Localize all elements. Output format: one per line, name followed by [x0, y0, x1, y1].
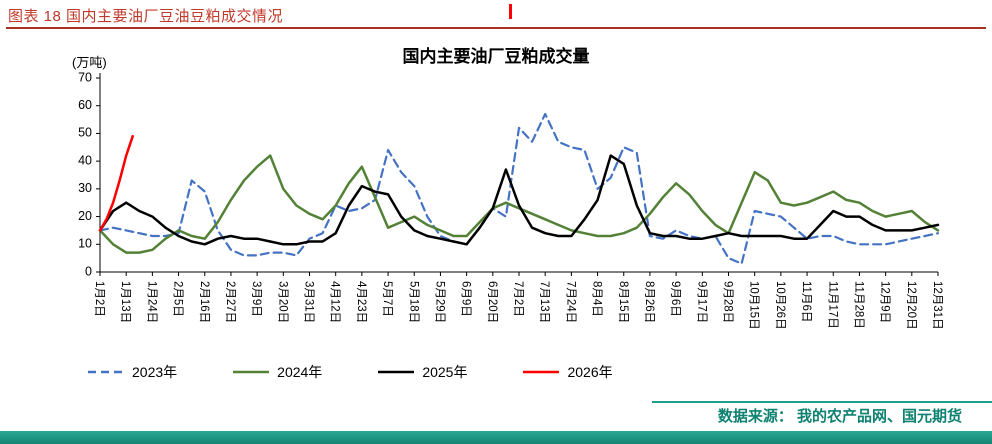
series-line-2026年 — [98, 134, 134, 232]
y-tick-label: 60 — [78, 98, 92, 112]
series-line-2024年 — [98, 154, 940, 254]
x-tick-label: 9月6日 — [669, 281, 681, 317]
x-tick-label: 8月4日 — [591, 281, 603, 317]
chart-legend: 2023年 2024年 2025年 2026年 — [88, 362, 669, 382]
x-tick-label: 3月9日 — [250, 281, 262, 317]
data-source: 数据来源： 我的农产品网、国元期货 — [717, 408, 962, 425]
legend-swatch — [233, 370, 270, 374]
x-tick-label: 9月28日 — [722, 281, 734, 323]
x-tick-label: 10月26日 — [774, 281, 786, 330]
x-tick-label: 1月24日 — [145, 281, 157, 323]
x-tick-label: 12月31日 — [931, 281, 943, 330]
series-line-2023年 — [98, 112, 940, 265]
legend-swatch — [88, 370, 124, 374]
y-tick-label: 0 — [85, 264, 92, 278]
x-tick-label: 12月9日 — [879, 281, 891, 323]
chart-title: 国内主要油厂豆粕成交量 — [402, 47, 590, 66]
figure-caption: 图表 18 国内主要油厂豆油豆粕成交情况 — [8, 8, 284, 25]
x-tick-label: 10月15日 — [748, 281, 760, 330]
legend-label: 2023年 — [132, 364, 178, 380]
x-tick-label: 7月24日 — [564, 281, 576, 323]
x-tick-label: 11月6日 — [800, 281, 812, 322]
legend-swatch — [378, 370, 415, 374]
y-tick-label: 10 — [78, 237, 92, 251]
chart-plot: 0 10 20 30 40 50 60 70 1月2日 1月13日 1月24日 2月5日 2月16日 2月… — [78, 70, 943, 330]
legend-label: 2024年 — [277, 364, 323, 380]
red-tick-mark — [509, 4, 512, 19]
x-tick-label: 7月2日 — [512, 281, 524, 317]
x-tick-label: 2月27日 — [224, 281, 236, 323]
x-tick-label: 8月15日 — [617, 281, 629, 323]
x-tick-label: 6月9日 — [460, 281, 472, 317]
y-tick-label: 30 — [78, 181, 92, 195]
x-tick-label: 12月20日 — [905, 281, 917, 330]
legend-label: 2025年 — [422, 364, 468, 380]
legend-item-2025年: 2025年 — [378, 362, 467, 382]
y-axis-unit-label: (万吨) — [72, 55, 107, 70]
legend-item-2024年: 2024年 — [233, 362, 322, 382]
footer-divider — [652, 401, 992, 403]
x-tick-label: 4月23日 — [355, 281, 367, 323]
x-tick-label: 2月5日 — [172, 281, 184, 317]
x-tick-label: 2月16日 — [198, 281, 210, 323]
chart-container: 国内主要油厂豆粕成交量 (万吨) 0 10 20 30 40 50 60 70 1月2日 1月13… — [0, 36, 992, 392]
header-divider — [6, 27, 986, 29]
x-tick-label: 4月12日 — [329, 281, 341, 323]
y-tick-label: 70 — [78, 70, 92, 84]
y-tick-label: 20 — [78, 209, 92, 223]
x-tick-label: 3月31日 — [303, 281, 315, 323]
x-tick-label: 5月7日 — [381, 281, 393, 317]
x-tick-label: 1月13日 — [119, 281, 131, 323]
x-tick-label: 11月28日 — [852, 281, 864, 329]
legend-swatch — [523, 370, 560, 374]
x-tick-label: 5月18日 — [407, 281, 419, 323]
legend-item-2023年: 2023年 — [88, 362, 177, 382]
x-tick-label: 8月26日 — [643, 281, 655, 323]
footer-bar — [0, 431, 992, 444]
x-tick-label: 1月2日 — [93, 281, 105, 317]
x-tick-label: 3月20日 — [276, 281, 288, 323]
y-tick-label: 50 — [78, 126, 92, 140]
x-tick-label: 7月13日 — [538, 281, 550, 323]
x-tick-label: 6月20日 — [486, 281, 498, 323]
series-line-2025年 — [98, 154, 940, 246]
legend-label: 2026年 — [567, 364, 613, 380]
x-tick-label: 9月17日 — [695, 281, 707, 323]
x-tick-label: 11月17日 — [826, 281, 838, 329]
x-tick-label: 5月29日 — [433, 281, 445, 323]
legend-item-2026年: 2026年 — [523, 362, 613, 382]
y-tick-label: 40 — [78, 153, 92, 167]
